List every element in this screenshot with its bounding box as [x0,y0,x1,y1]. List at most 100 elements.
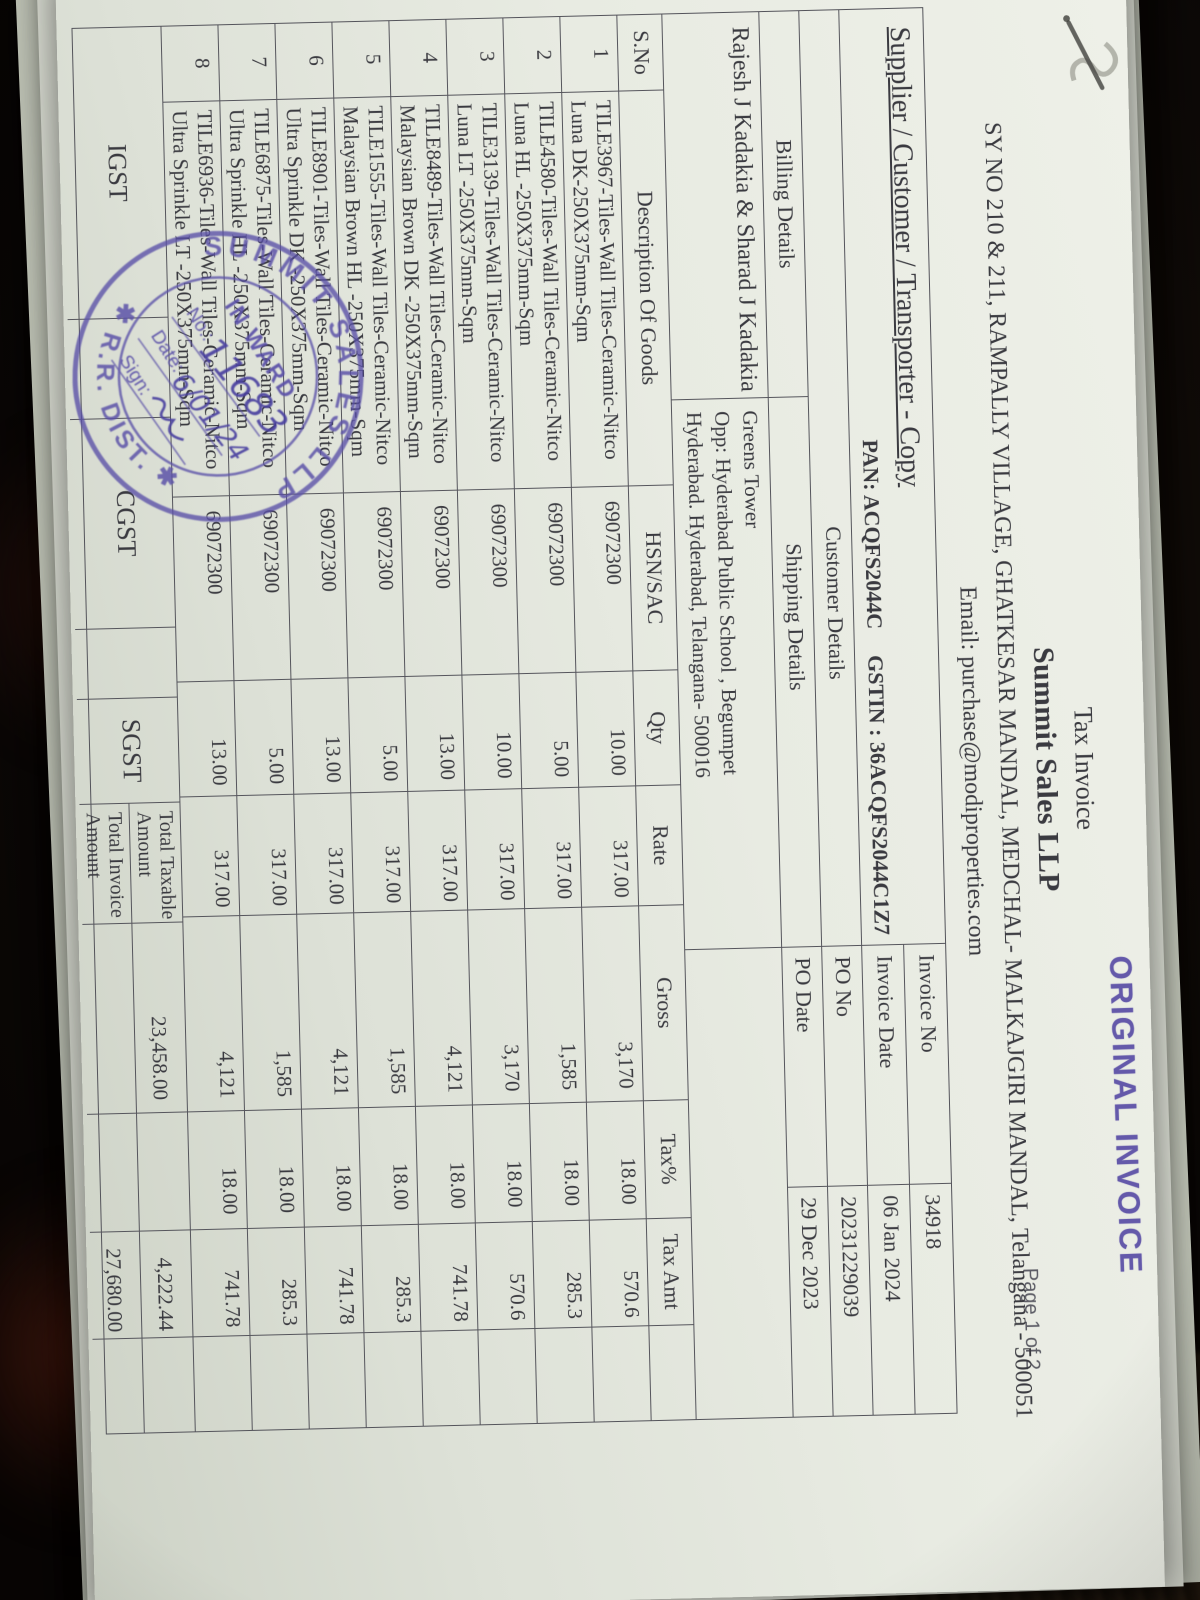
item-hsn: 69072300 [286,492,348,679]
item-hsn: 69072300 [343,491,405,678]
item-qty: 5.00 [348,675,408,793]
invoice-date-value: 06 Jan 2024 [867,1183,915,1415]
sgst-label: SGST [76,696,180,804]
item-rate: 317.00 [180,795,240,917]
col-taxpct: Tax% [643,1099,691,1219]
totals-block: Total Taxable Amount 23,458.00 4,222.44 … [79,801,195,1434]
item-sno: 2 [532,49,557,61]
item-rate: 317.00 [237,793,297,916]
total-taxable-value: 23,458.00 [132,921,187,1113]
item-taxamt: 285.3 [361,1223,421,1333]
total-invoice-gross-cell [82,922,137,1114]
stamp-date-label: Date: [146,327,188,377]
col-margin [649,1324,696,1421]
invoice-no-label: Invoice No [904,942,951,1184]
item-taxamt: 570.6 [475,1221,535,1330]
item-gross: 1,585 [354,910,415,1108]
empty-meta-cell [685,946,793,1420]
item-hsn: 69072300 [400,489,462,676]
item-taxamt: 285.3 [247,1226,307,1335]
item-hsn: 69072300 [457,488,519,675]
item-margin [364,1330,423,1428]
po-no-value: 20231229039 [827,1184,873,1416]
cgst-value-cell [75,626,177,700]
pan-value: PAN: ACQFS2044C [857,439,888,630]
invoice-meta-box: Invoice No 34918 Invoice Date 06 Jan 202… [862,942,957,1415]
item-margin [535,1326,594,1423]
item-taxamt: 741.78 [418,1222,478,1331]
item-margin [421,1329,480,1426]
item-taxpct: 18.00 [586,1100,646,1220]
invoice-date-label: Invoice Date [862,943,909,1185]
item-qty: 10.00 [576,670,636,787]
item-taxamt: 741.78 [304,1225,364,1334]
total-invoice-margin-cell [92,1337,145,1434]
col-hsn: HSN/SAC [628,484,678,671]
total-taxpct-cell [137,1111,190,1231]
item-gross: 3,170 [582,905,643,1102]
item-taxpct: 18.00 [244,1108,304,1228]
item-description: TILE3967-Tiles-Wall Tiles-Ceramic-Nitco L… [562,90,628,487]
item-rate: 317.00 [351,790,411,913]
total-tax-value: 4,222.44 [140,1229,193,1338]
total-invoice-value: 27,680.00 [89,1230,142,1339]
gstin-value: GSTIN : 36ACQFS2044C1Z7 [863,654,895,936]
item-taxamt: 285.3 [532,1219,592,1328]
item-taxamt: 570.6 [589,1218,649,1327]
item-margin [250,1333,309,1430]
total-invoice-label: Total Invoice Amount [79,802,132,924]
total-invoice-taxpct-cell [87,1112,140,1232]
po-date-value: 29 Dec 2023 [787,1185,833,1417]
item-margin [307,1332,366,1429]
item-hsn: 69072300 [571,485,633,672]
item-taxpct: 18.00 [472,1103,532,1223]
item-gross: 1,585 [525,906,586,1104]
item-rate: 317.00 [294,792,354,914]
item-sno: 5 [361,53,386,65]
item-qty: 13.00 [177,680,237,797]
total-taxable-label: Total Taxable Amount [129,801,183,923]
item-qty: 10.00 [462,673,522,790]
item-qty: 13.00 [405,674,465,791]
item-taxpct: 18.00 [187,1110,247,1230]
item-rate: 317.00 [408,789,468,911]
col-qty: Qty [633,669,681,786]
item-margin [592,1325,651,1422]
item-taxamt: 741.78 [190,1228,250,1337]
shipping-address: Greens Tower Opp: Hyderabad Public Schoo… [671,397,782,950]
item-margin [478,1328,537,1425]
billing-name: Rajesh J Kadakia & Sharad J Kadakia [726,26,762,393]
col-gross: Gross [639,904,688,1101]
item-gross: 3,170 [468,908,529,1105]
item-sno: 6 [304,54,329,67]
pan-gstin-line: PAN: ACQFS2044C GSTIN : 36ACQFS2044C1Z7 [857,439,896,945]
invoice-content: ORIGINAL INVOICE Page 1 of 2 Tax Invoice… [55,0,1165,1600]
po-no-label: PO No [822,944,867,1186]
invoice-sheet: ORIGINAL INVOICE Page 1 of 2 Tax Invoice… [55,0,1165,1600]
item-sno: 1 [589,47,614,60]
item-taxpct: 18.00 [301,1107,361,1227]
item-qty: 5.00 [519,671,579,789]
copy-line: Supplier / Customer / Transporter - Copy [883,26,926,488]
col-rate: Rate [636,784,684,906]
item-rate: 317.00 [465,788,525,910]
item-rate: 317.00 [522,786,582,909]
item-qty: 5.00 [234,678,294,796]
item-description: TILE4580-Tiles-Wall Tiles-Ceramic-Nitco L… [505,91,571,489]
item-gross: 4,121 [297,912,358,1109]
item-sno: 3 [475,50,500,62]
item-sno: 4 [418,52,443,64]
item-hsn: 69072300 [514,486,576,674]
col-sno: S.No [628,29,655,76]
item-taxpct: 18.00 [529,1101,589,1222]
invoice-no-value: 34918 [909,1182,957,1414]
item-taxpct: 18.00 [415,1104,475,1224]
total-margin-cell [142,1336,195,1433]
item-gross: 4,121 [411,909,472,1106]
item-taxpct: 18.00 [358,1105,418,1226]
item-description: TILE3139-Tiles-Wall Tiles-Ceramic-Nitco L… [448,93,514,490]
item-qty: 13.00 [291,677,351,794]
item-gross: 4,121 [183,915,244,1112]
item-sno: 7 [247,56,272,68]
